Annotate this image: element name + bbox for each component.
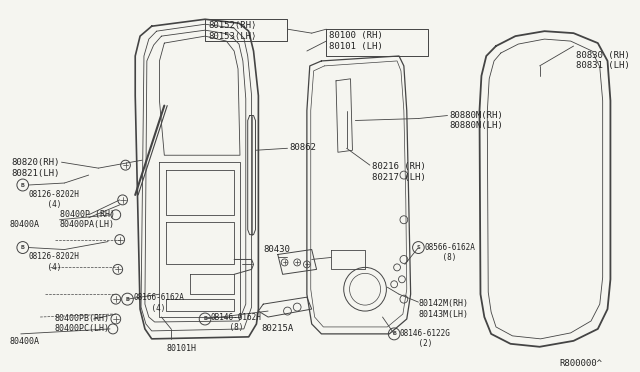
Text: 08566-6162A
    (8): 08566-6162A (8) [424,243,475,262]
Text: 0B146-6162H
    (8): 0B146-6162H (8) [211,313,262,333]
Text: 80142M(RH)
80143M(LH): 80142M(RH) 80143M(LH) [419,299,468,318]
Text: 08146-6122G
    (2): 08146-6122G (2) [400,329,451,348]
Text: 80400A: 80400A [9,337,39,346]
Text: B: B [21,245,24,250]
Text: B: B [125,296,129,302]
Text: 80101H: 80101H [166,344,196,353]
Text: 80830 (RH)
80831 (LH): 80830 (RH) 80831 (LH) [575,51,629,70]
Text: S: S [417,245,420,250]
Text: 80400P (RH)
80400PA(LH): 80400P (RH) 80400PA(LH) [60,210,115,229]
Text: R800000^: R800000^ [559,359,602,368]
Text: B: B [392,331,396,336]
Text: 80820(RH)
80821(LH): 80820(RH) 80821(LH) [11,158,60,177]
Text: 80400PB(RH)
80400PC(LH): 80400PB(RH) 80400PC(LH) [55,314,109,333]
Text: 08126-8202H
    (4): 08126-8202H (4) [29,253,79,272]
Text: B: B [203,317,207,321]
Text: 80862: 80862 [289,143,316,152]
Text: 80100 (RH)
80101 (LH): 80100 (RH) 80101 (LH) [329,31,383,51]
Text: 80400A: 80400A [9,220,39,229]
Text: 80880M(RH)
80880N(LH): 80880M(RH) 80880N(LH) [449,110,503,130]
Text: 80430: 80430 [263,244,290,254]
Text: 80216 (RH)
80217 (LH): 80216 (RH) 80217 (LH) [372,162,426,182]
Text: 80152⟨RH⟩
80153⟨LH⟩: 80152⟨RH⟩ 80153⟨LH⟩ [208,21,257,41]
Text: B: B [21,183,24,187]
Text: 08166-6162A
    (4): 08166-6162A (4) [133,293,184,312]
Text: 80215A: 80215A [261,324,294,333]
Text: 08126-8202H
    (4): 08126-8202H (4) [29,190,79,209]
